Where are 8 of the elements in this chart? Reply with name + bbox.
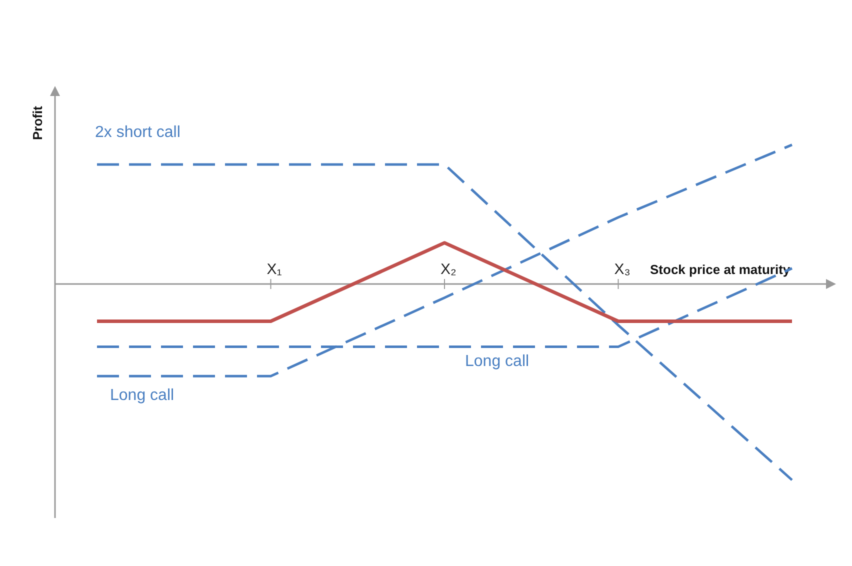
x-tick-label: X₃ [614, 261, 630, 278]
y-axis-title: Profit [30, 105, 45, 140]
series-label: 2x short call [95, 124, 180, 141]
series-label: Long call [465, 353, 530, 370]
x-axis-title: Stock price at maturity [650, 262, 791, 277]
series-label: Long call [110, 387, 174, 404]
x-tick-label: X₁ [266, 261, 282, 278]
x-tick-label: X₂ [440, 261, 457, 278]
